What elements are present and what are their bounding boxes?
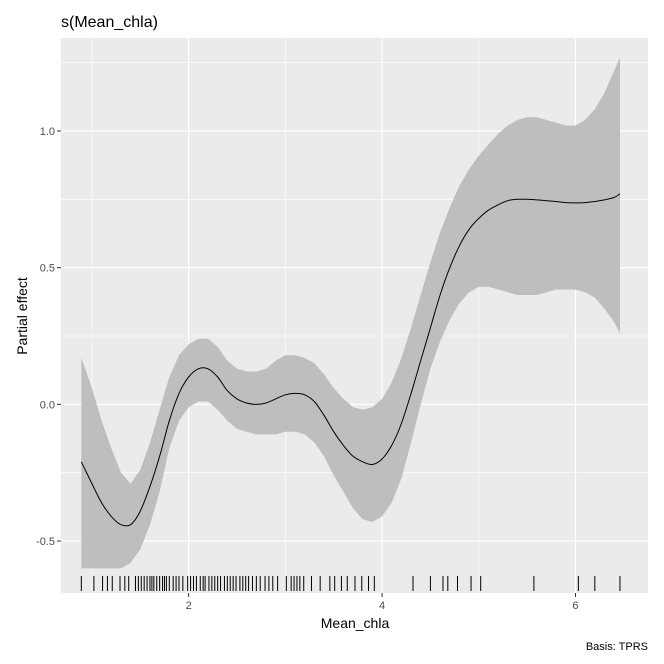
y-tick-label: 0.5 [40, 263, 55, 275]
major-gridlines [61, 38, 648, 593]
caption: Basis: TPRS [586, 641, 648, 653]
y-axis-title: Partial effect [14, 277, 30, 355]
confidence-ribbon [81, 57, 621, 569]
rug-marks [80, 576, 621, 591]
y-tick-label: 1.0 [40, 126, 55, 138]
y-axis: -0.5 0.0 0.5 1.0 [36, 126, 61, 548]
x-tick-label: 6 [572, 600, 578, 612]
x-tick-label: 2 [186, 600, 192, 612]
x-tick-label: 4 [379, 600, 385, 612]
x-axis: 2 4 6 [186, 593, 579, 612]
smooth-effect-line [80, 193, 621, 527]
y-tick-label: 0.0 [40, 399, 55, 411]
y-tick-label: -0.5 [36, 536, 55, 548]
x-axis-title: Mean_chla [321, 615, 390, 631]
chart-title: s(Mean_chla) [61, 14, 158, 31]
